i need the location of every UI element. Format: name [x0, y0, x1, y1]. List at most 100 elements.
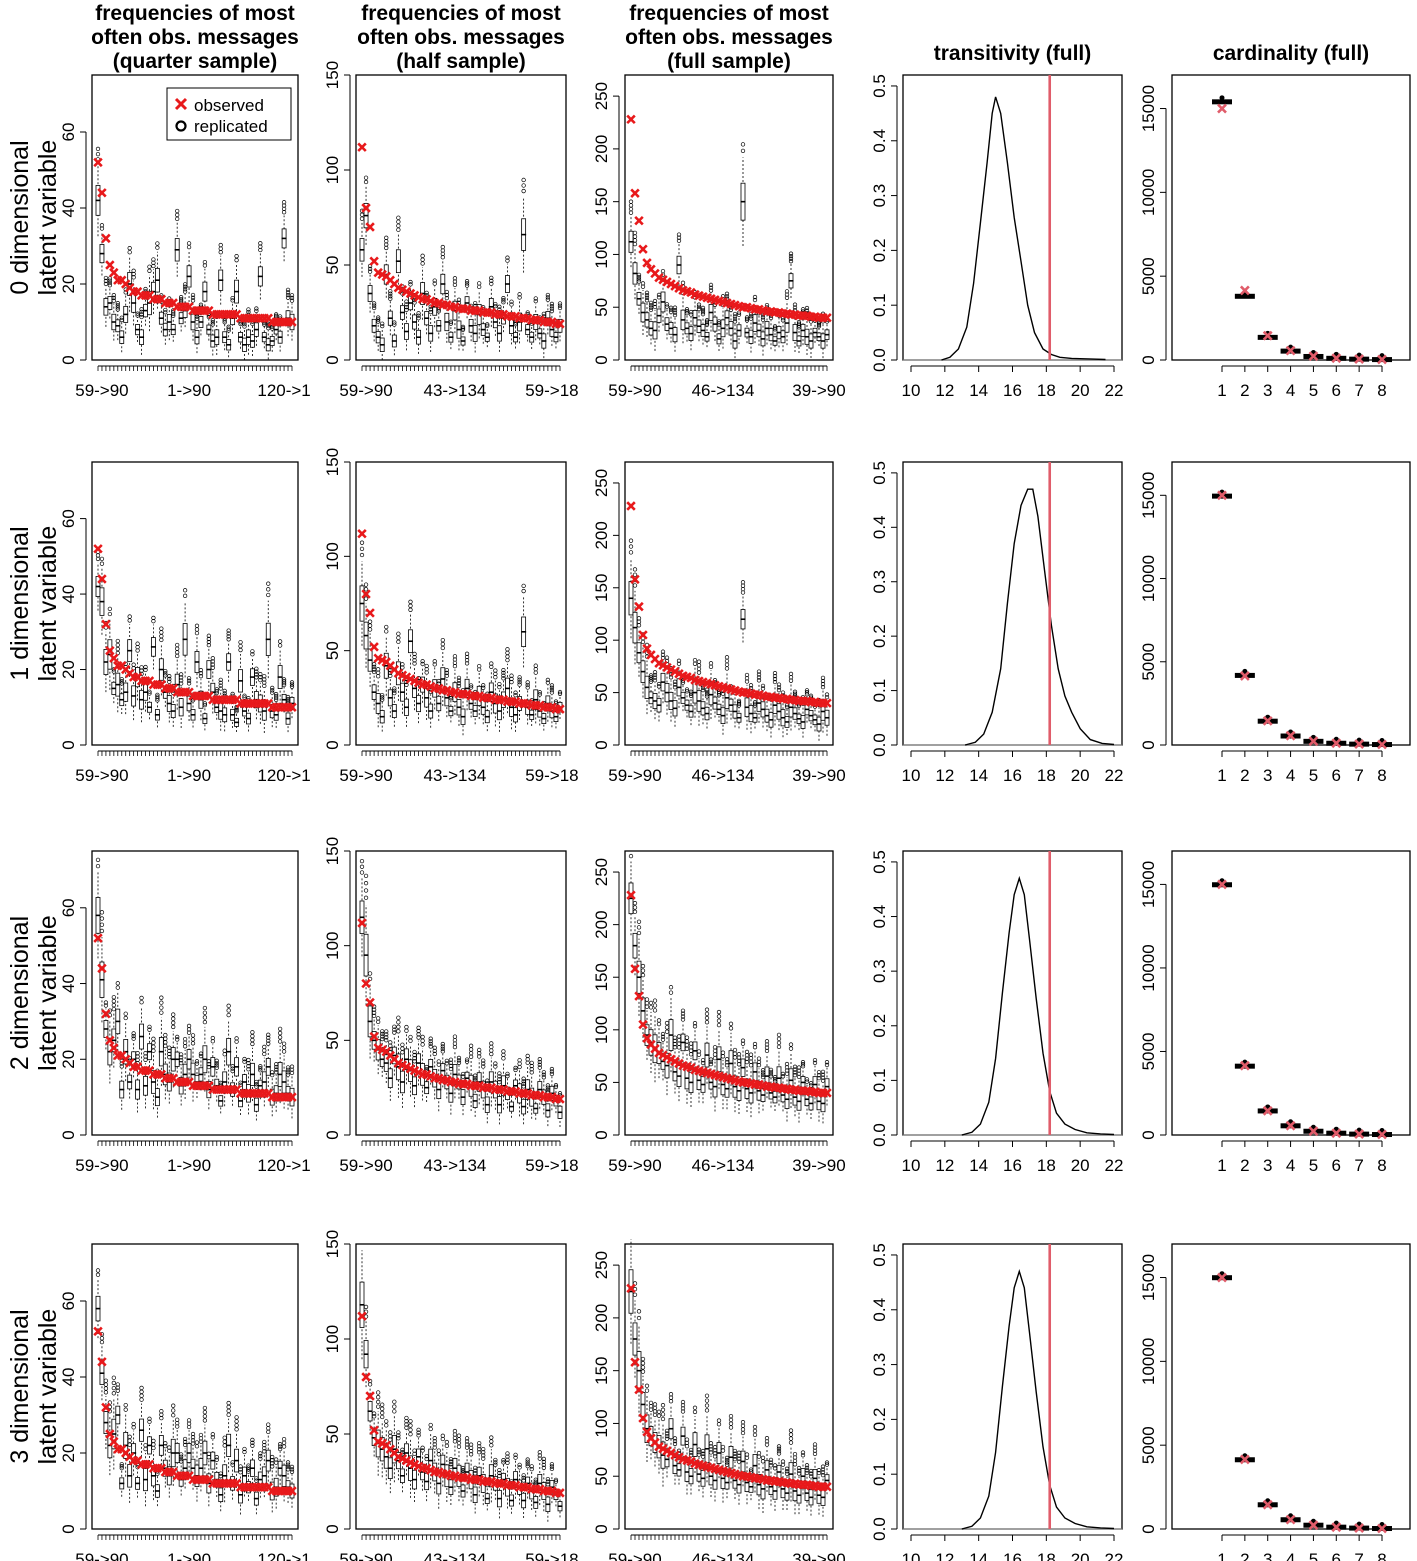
replicated-outlier — [436, 1059, 441, 1064]
replicated-outlier — [222, 1443, 227, 1448]
replicated-outlier — [214, 689, 219, 694]
replicated-outlier — [226, 1008, 231, 1013]
replicated-outlier — [420, 257, 425, 262]
replicated-outlier — [396, 215, 401, 220]
replicated-outlier — [545, 1083, 551, 1088]
column-title: often obs. messages — [91, 26, 299, 49]
replicated-outlier — [468, 1050, 474, 1056]
replicated-outlier — [404, 682, 409, 687]
replicated-outlier — [640, 1356, 646, 1362]
replicated-outlier — [363, 596, 369, 601]
replicated-outlier — [696, 304, 702, 310]
y-tick-label: 50 — [323, 1031, 342, 1050]
x-tick-label: 120->1 — [257, 766, 310, 785]
replicated-outlier — [103, 281, 109, 287]
replicated-outlier — [416, 1035, 421, 1040]
replicated-outlier — [222, 1048, 227, 1053]
replicated-outlier — [103, 278, 109, 284]
replicated-outlier — [541, 1075, 546, 1080]
observed-point — [638, 1019, 648, 1030]
replicated-outlier — [768, 315, 774, 321]
replicated-outlier — [99, 561, 105, 566]
replicated-outlier — [517, 1462, 522, 1468]
replicated-outlier — [363, 582, 369, 587]
replicated-outlier — [359, 546, 365, 551]
replicated-outlier — [222, 1052, 227, 1057]
replicated-outlier — [776, 682, 782, 687]
replicated-outlier — [692, 1405, 698, 1410]
replicated-outlier — [440, 641, 445, 647]
replicated-outlier — [147, 268, 152, 273]
replicated-outlier — [242, 1059, 247, 1064]
y-tick-label: 60 — [59, 1292, 78, 1311]
replicated-outlier — [537, 690, 542, 695]
x-tick-label: 59->18 — [525, 1550, 578, 1561]
replicated-outlier — [107, 611, 113, 617]
replicated-outlier — [549, 1069, 555, 1074]
replicated-outlier — [684, 689, 690, 694]
replicated-outlier — [525, 1057, 530, 1062]
replicated-outlier — [143, 286, 148, 292]
replicated-outlier — [444, 289, 450, 295]
replicated-outlier — [262, 680, 267, 685]
replicated-outlier — [452, 654, 458, 659]
replicated-outlier — [640, 639, 646, 645]
replicated-outlier — [139, 1389, 144, 1394]
replicated-outlier — [652, 1402, 658, 1407]
replicated-outlier — [708, 1444, 714, 1449]
replicated-outlier — [416, 1025, 421, 1030]
observed-point — [642, 643, 652, 654]
replicated-outlier — [517, 292, 522, 297]
replicated-outlier — [139, 1393, 144, 1398]
y-tick-label: 100 — [592, 626, 611, 654]
replicated-outlier — [684, 1046, 690, 1051]
replicated-outlier — [258, 1453, 263, 1459]
replicated-outlier — [416, 1032, 421, 1037]
replicated-outlier — [740, 1038, 746, 1043]
replicated-outlier — [628, 544, 634, 549]
replicated-outlier — [99, 916, 105, 921]
replicated-outlier — [218, 246, 223, 251]
replicated-outlier — [489, 1048, 494, 1053]
replicated-outlier — [210, 1432, 215, 1437]
replicated-outlier — [396, 223, 401, 228]
replicated-outlier — [246, 307, 251, 312]
replicated-outlier — [175, 1034, 180, 1040]
replicated-outlier — [704, 319, 710, 324]
replicated-outlier — [456, 681, 462, 686]
replicated-outlier — [668, 985, 674, 990]
replicated-outlier — [632, 567, 638, 572]
replicated-outlier — [289, 682, 295, 687]
replicated-outlier — [119, 315, 124, 320]
replicated-outlier — [289, 1464, 295, 1470]
replicated-outlier — [95, 863, 101, 869]
replicated-outlier — [285, 295, 291, 300]
replicated-outlier — [800, 307, 806, 312]
replicated-outlier — [680, 1011, 686, 1016]
replicated-outlier — [242, 1449, 247, 1455]
replicated-outlier — [549, 301, 555, 307]
replicated-outlier — [226, 1412, 231, 1417]
observed-point — [365, 608, 375, 618]
replicated-outlier — [408, 1419, 413, 1424]
y-tick-label: 40 — [59, 974, 78, 993]
replicated-outlier — [159, 1412, 164, 1417]
replicated-outlier — [432, 1045, 437, 1050]
legend-replicated-marker — [175, 120, 187, 132]
replicated-outlier — [95, 146, 101, 152]
replicated-outlier — [371, 1414, 377, 1419]
replicated-outlier — [628, 853, 634, 859]
replicated-outlier — [557, 691, 563, 696]
replicated-outlier — [242, 695, 247, 700]
x-tick-label: 59->90 — [75, 1550, 128, 1561]
replicated-outlier — [541, 1456, 546, 1462]
replicated-outlier — [281, 1041, 287, 1046]
column-title: (full sample) — [667, 50, 791, 73]
replicated-outlier — [408, 1034, 413, 1040]
replicated-outlier — [285, 1464, 291, 1470]
replicated-outlier — [222, 1439, 227, 1444]
replicated-outlier — [456, 675, 462, 681]
replicated-outlier — [632, 241, 638, 247]
replicated-outlier — [481, 1061, 486, 1066]
replicated-outlier — [127, 614, 132, 619]
